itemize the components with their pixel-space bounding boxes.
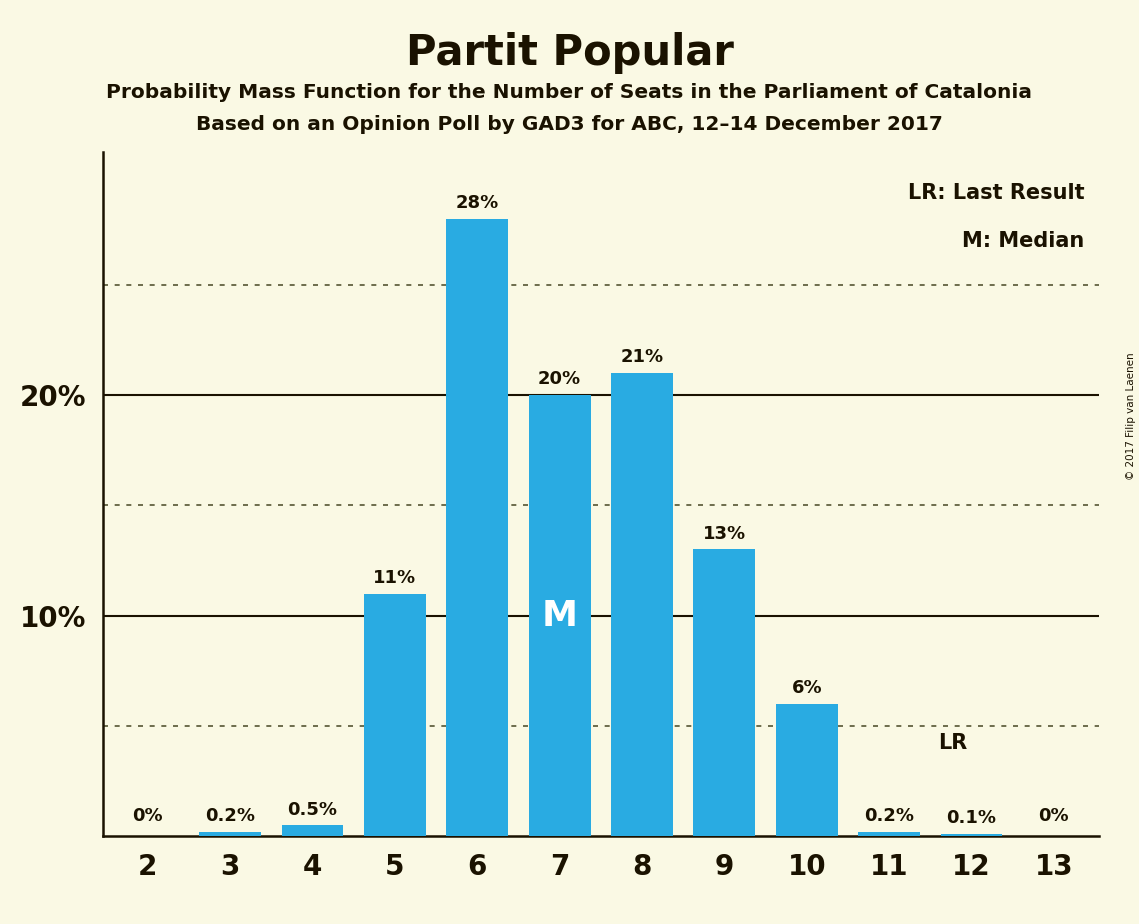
Text: 0.1%: 0.1% bbox=[947, 809, 997, 827]
Text: 0.5%: 0.5% bbox=[287, 800, 337, 819]
Text: Probability Mass Function for the Number of Seats in the Parliament of Catalonia: Probability Mass Function for the Number… bbox=[107, 83, 1032, 103]
Text: Based on an Opinion Poll by GAD3 for ABC, 12–14 December 2017: Based on an Opinion Poll by GAD3 for ABC… bbox=[196, 116, 943, 135]
Text: LR: LR bbox=[939, 733, 968, 752]
Text: M: M bbox=[542, 599, 577, 633]
Text: 21%: 21% bbox=[621, 348, 664, 367]
Text: 11%: 11% bbox=[374, 569, 417, 587]
Bar bbox=[281, 825, 344, 836]
Text: Partit Popular: Partit Popular bbox=[405, 32, 734, 74]
Text: © 2017 Filip van Laenen: © 2017 Filip van Laenen bbox=[1126, 352, 1136, 480]
Text: 20%: 20% bbox=[538, 371, 581, 388]
Bar bbox=[364, 593, 426, 836]
Text: 0.2%: 0.2% bbox=[865, 808, 915, 825]
Bar bbox=[612, 373, 673, 836]
Text: 0%: 0% bbox=[1039, 808, 1070, 825]
Bar bbox=[941, 834, 1002, 836]
Text: LR: Last Result: LR: Last Result bbox=[908, 183, 1084, 203]
Bar bbox=[694, 550, 755, 836]
Text: M: Median: M: Median bbox=[962, 231, 1084, 251]
Text: 6%: 6% bbox=[792, 679, 822, 698]
Text: 0%: 0% bbox=[132, 808, 163, 825]
Bar bbox=[528, 395, 590, 836]
Text: 13%: 13% bbox=[703, 525, 746, 543]
Bar bbox=[199, 832, 261, 836]
Text: 28%: 28% bbox=[456, 194, 499, 212]
Bar bbox=[776, 704, 837, 836]
Bar bbox=[446, 219, 508, 836]
Text: 0.2%: 0.2% bbox=[205, 808, 255, 825]
Bar bbox=[858, 832, 920, 836]
